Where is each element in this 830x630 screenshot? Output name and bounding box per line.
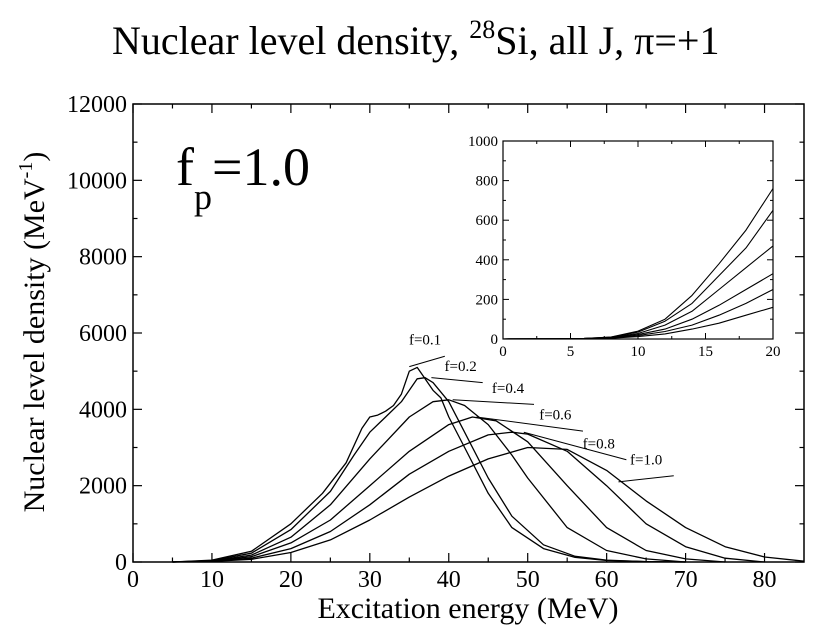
curve-label: f=0.2 xyxy=(444,359,476,375)
y-tick-label: 0 xyxy=(115,550,127,576)
inset-x-tick-label: 5 xyxy=(567,344,575,360)
inset-y-tick-label: 800 xyxy=(476,174,499,190)
series-line-f-0-8 xyxy=(172,431,765,563)
series-line-f-0-6 xyxy=(172,416,726,563)
curve-label: f=0.4 xyxy=(492,381,525,397)
series-line-f-1-0 xyxy=(172,446,805,563)
x-tick-label: 80 xyxy=(753,567,777,593)
inset-x-tick-label: 15 xyxy=(698,344,713,360)
inset-x-tick-label: 20 xyxy=(766,344,781,360)
x-axis-title: Excitation energy (MeV) xyxy=(317,592,618,625)
inset-y-tick-label: 400 xyxy=(476,253,499,269)
inset-y-tick-label: 1000 xyxy=(468,134,498,150)
y-tick-label: 2000 xyxy=(79,474,127,500)
series-line-f-0-1 xyxy=(172,366,686,563)
y-tick-label: 10000 xyxy=(67,168,127,194)
inset-x-tick-label: 10 xyxy=(631,344,646,360)
x-tick-label: 30 xyxy=(358,567,382,593)
curve-label-leader xyxy=(431,377,483,384)
curve-label-leader xyxy=(523,431,627,461)
inset-y-tick-label: 0 xyxy=(491,332,499,348)
curve-label-leader xyxy=(409,355,445,368)
x-tick-label: 10 xyxy=(200,567,224,593)
y-tick-label: 12000 xyxy=(67,92,127,118)
inset-series-line-f-1-0 xyxy=(503,306,774,340)
x-tick-label: 40 xyxy=(437,567,461,593)
inset-y-tick-label: 200 xyxy=(476,292,499,308)
curve-label-leader xyxy=(476,416,584,432)
series-line-f-0-2 xyxy=(172,377,686,563)
y-axis-title: Nuclear level density (MeV-1) xyxy=(15,152,51,513)
curve-label: f=0.1 xyxy=(409,332,441,348)
chart-title: Nuclear level density, 28Si, all J, π=+1 xyxy=(112,15,719,63)
curve-label-leader xyxy=(452,399,535,405)
x-tick-label: 0 xyxy=(127,567,139,593)
x-tick-label: 50 xyxy=(516,567,540,593)
y-tick-label: 6000 xyxy=(79,321,127,347)
curve-label: f=0.8 xyxy=(583,436,615,452)
fp-annotation: fp=1.0 xyxy=(176,137,310,217)
curve-label: f=0.6 xyxy=(539,408,572,424)
x-tick-label: 20 xyxy=(279,567,303,593)
main-plot-area: 0 10 20 30 40 50 60 70 8002000400060008000100001… xyxy=(67,92,805,593)
y-tick-label: 8000 xyxy=(79,245,127,271)
y-tick-label: 4000 xyxy=(79,397,127,423)
curve-label: f=1.0 xyxy=(630,452,662,468)
x-tick-label: 60 xyxy=(595,567,619,593)
x-tick-label: 70 xyxy=(674,567,698,593)
series-line-f-0-4 xyxy=(172,399,686,563)
inset-background xyxy=(503,141,773,339)
inset-y-tick-label: 600 xyxy=(476,213,499,229)
curve-label-leader xyxy=(618,475,674,483)
inset-x-tick-label: 0 xyxy=(499,344,507,360)
